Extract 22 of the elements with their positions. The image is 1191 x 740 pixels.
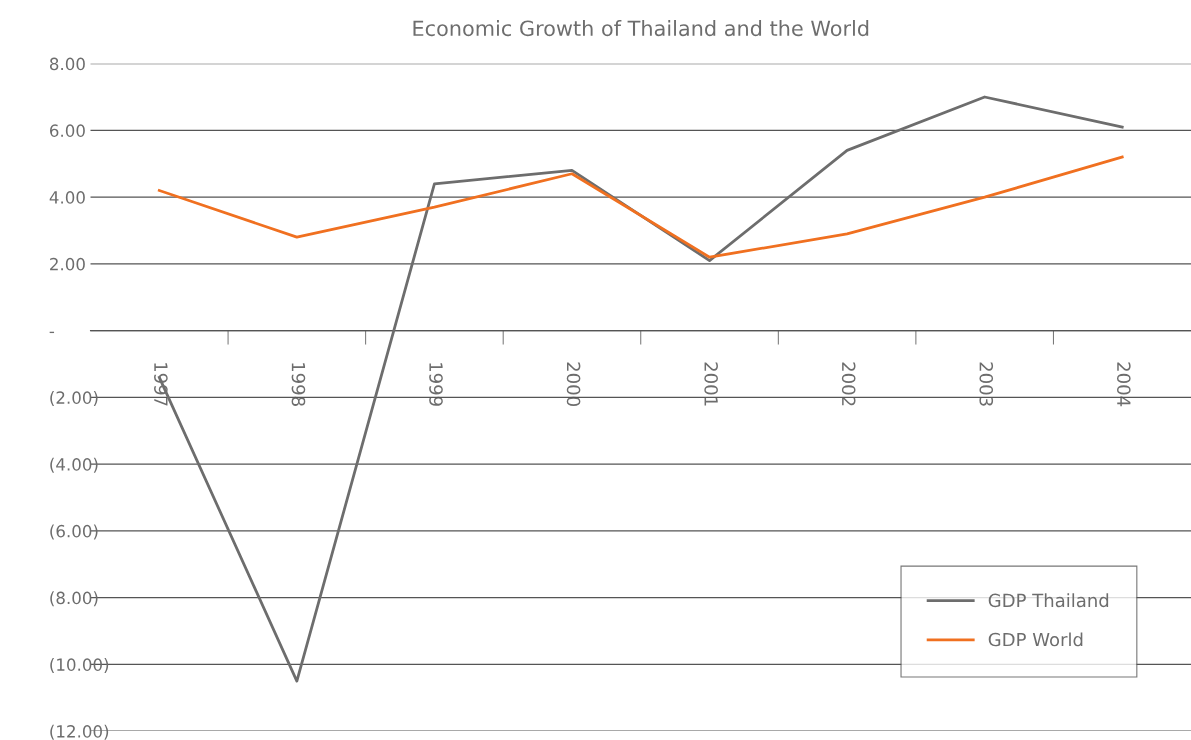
y-tick-label: (4.00) [50,457,98,473]
y-tick-label: 4.00 [49,191,85,204]
y-tick-label: (10.00) [50,658,109,673]
y-tick-label: 8.00 [49,57,85,71]
x-tick-label: 1998 [291,363,306,406]
y-tick-label: 6.00 [50,124,85,137]
y-tick-label: (2.00) [50,391,98,406]
y-tick-label: (8.00) [50,591,98,607]
legend-label: GDP Thailand [988,593,1109,608]
legend-label: GDP World [988,632,1083,647]
x-tick-label: 2000 [566,362,581,406]
chart-title: Economic Growth of Thailand and the World [413,20,869,37]
x-tick-label: 1999 [429,363,443,406]
line-series [157,155,1124,259]
x-tick-label: 2001 [704,362,718,406]
y-tick-label: - [49,331,55,334]
x-tick-label: 2002 [841,362,856,406]
y-tick-label: (12.00) [50,724,109,740]
y-tick-label: 2.00 [50,257,85,271]
x-tick-label: 2004 [1116,362,1131,407]
y-tick-label: (6.00) [50,524,98,540]
x-tick-label: 2003 [979,362,994,406]
